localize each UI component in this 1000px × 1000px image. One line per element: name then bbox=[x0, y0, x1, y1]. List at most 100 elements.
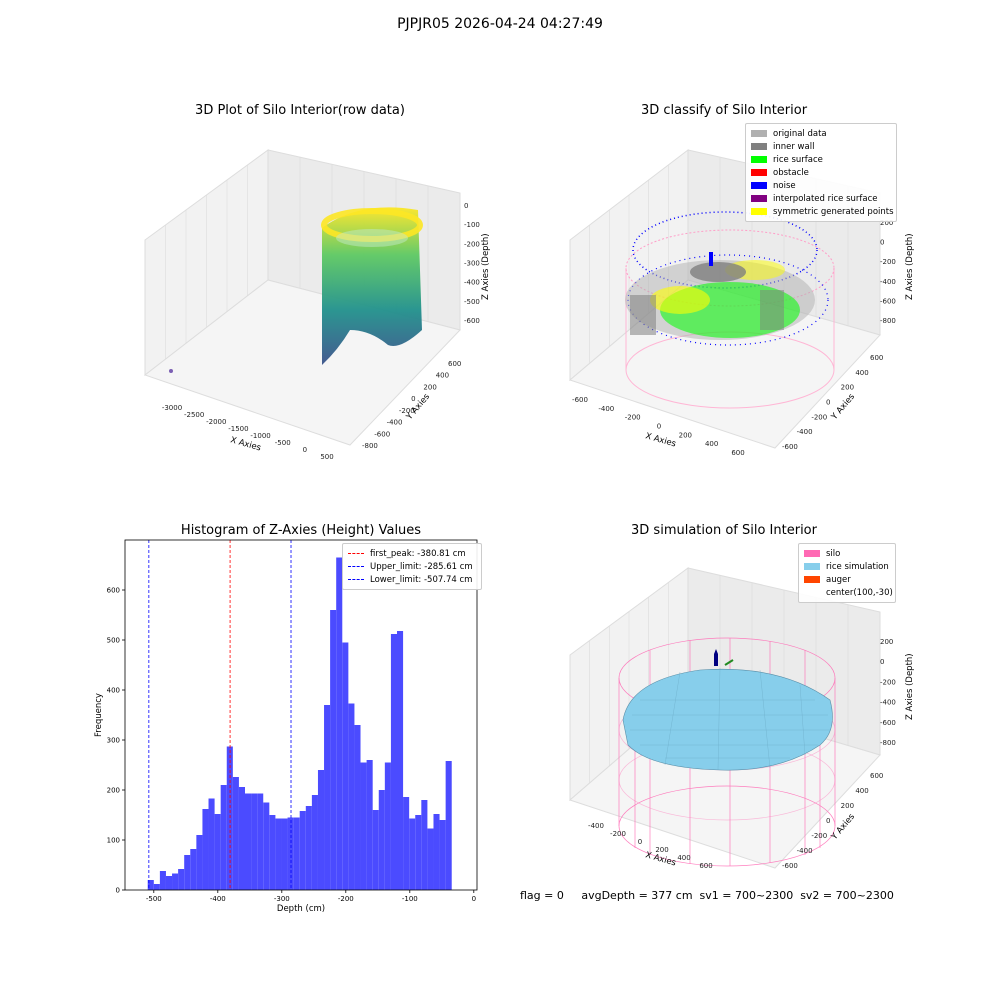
legend-label: rice surface bbox=[773, 154, 823, 165]
histogram-bar bbox=[165, 876, 173, 890]
x-tick-label: 0 bbox=[638, 838, 642, 846]
legend-entry: rice surface bbox=[751, 153, 891, 166]
histogram-bar bbox=[317, 770, 325, 890]
y-tick-label: 0 bbox=[826, 399, 830, 407]
figure-title: PJPJR05 2026-04-24 04:27:49 bbox=[397, 16, 603, 32]
histogram-bar bbox=[196, 835, 203, 890]
histogram-bar bbox=[336, 557, 343, 890]
z-tick-label: 200 bbox=[880, 638, 893, 646]
histogram-bar bbox=[390, 634, 397, 890]
legend-entry: auger bbox=[804, 573, 890, 586]
histogram-bar bbox=[257, 793, 264, 890]
histogram-bar bbox=[378, 790, 385, 890]
histogram-bar bbox=[366, 760, 373, 890]
y-tick-label: 200 bbox=[841, 802, 854, 810]
z-tick-label: -300 bbox=[464, 260, 480, 268]
panel2-ylabel: Y Axies bbox=[829, 392, 857, 423]
y-tick-label: -200 bbox=[399, 407, 415, 415]
histogram-bar bbox=[208, 798, 215, 890]
legend-swatch bbox=[751, 156, 767, 163]
x-tick-label: -500 bbox=[275, 439, 291, 447]
histogram-bar bbox=[305, 806, 312, 890]
histogram-bar bbox=[220, 785, 227, 890]
panel1-zlabel: Z Axies (Depth) bbox=[481, 233, 491, 300]
panel3-title: Histogram of Z-Axies (Height) Values bbox=[180, 523, 422, 538]
legend-entry: original data bbox=[751, 127, 891, 140]
y-tick-label: -800 bbox=[362, 442, 378, 450]
histogram-bar bbox=[281, 818, 288, 890]
legend-entry: Lower_limit: -507.74 cm bbox=[348, 573, 476, 586]
x-tick-label: -2500 bbox=[184, 411, 204, 419]
y-tick-label: 0 bbox=[116, 887, 120, 895]
x-tick-label: -200 bbox=[625, 414, 641, 422]
histogram-bar bbox=[409, 818, 416, 890]
z-tick-label: -400 bbox=[880, 278, 896, 286]
legend-label: noise bbox=[773, 180, 796, 191]
y-tick-label: -600 bbox=[374, 430, 390, 438]
histogram-bar bbox=[397, 631, 404, 890]
x-tick-label: -1000 bbox=[250, 432, 270, 440]
y-tick-label: 200 bbox=[423, 383, 436, 391]
histogram-bar bbox=[238, 787, 245, 890]
z-tick-label: -800 bbox=[880, 739, 896, 747]
legend-entry: Upper_limit: -285.61 cm bbox=[348, 560, 476, 573]
legend-label: Upper_limit: -285.61 cm bbox=[370, 561, 473, 572]
legend-label: first_peak: -380.81 cm bbox=[370, 548, 466, 559]
histogram-ylabel: Frequency bbox=[94, 693, 104, 737]
histogram-bar bbox=[415, 815, 422, 890]
y-tick-label: 200 bbox=[841, 384, 854, 392]
y-tick-label: 400 bbox=[855, 787, 868, 795]
x-tick-label: -200 bbox=[610, 830, 626, 838]
legend-swatch bbox=[751, 130, 767, 137]
z-tick-label: -500 bbox=[464, 298, 480, 306]
y-tick-label: 0 bbox=[826, 817, 830, 825]
z-tick-label: -200 bbox=[880, 678, 896, 686]
x-tick-label: -500 bbox=[146, 895, 162, 903]
panel1-title: 3D Plot of Silo Interior(row data) bbox=[195, 103, 405, 118]
legend-swatch bbox=[751, 143, 767, 150]
footer-status: flag = 0 avgDepth = 377 cm sv1 = 700~230… bbox=[520, 889, 894, 902]
histogram-bar bbox=[311, 795, 318, 890]
histogram-bar bbox=[445, 761, 452, 890]
z-tick-label: -800 bbox=[880, 317, 896, 325]
histogram-bar bbox=[427, 828, 434, 890]
panel1-ylabel: Y Axies bbox=[404, 392, 432, 423]
histogram-bar bbox=[147, 880, 154, 890]
legend-entry: rice simulation bbox=[804, 560, 890, 573]
z-tick-label: -200 bbox=[464, 240, 480, 248]
panel4-zlabel: Z Axies (Depth) bbox=[905, 653, 915, 720]
legend-swatch bbox=[804, 563, 820, 570]
x-tick-label: -400 bbox=[210, 895, 226, 903]
legend-label: auger bbox=[826, 574, 851, 585]
z-tick-label: -600 bbox=[880, 297, 896, 305]
histogram-bars bbox=[147, 557, 452, 890]
legend-line-sample bbox=[348, 553, 364, 554]
histogram-bar bbox=[384, 762, 391, 890]
y-tick-label: -600 bbox=[782, 862, 798, 870]
x-tick-label: -600 bbox=[572, 396, 588, 404]
panel4-data-points bbox=[618, 637, 836, 867]
x-tick-label: -300 bbox=[274, 895, 290, 903]
y-tick-label: -600 bbox=[782, 443, 798, 451]
x-tick-label: 600 bbox=[699, 862, 712, 870]
panel1-data-points bbox=[169, 207, 423, 373]
x-tick-label: 200 bbox=[679, 431, 692, 439]
legend-entry: center(100,-30) bbox=[804, 586, 893, 599]
x-tick-label: 0 bbox=[472, 895, 476, 903]
x-tick-label: -2000 bbox=[206, 418, 226, 426]
histogram-bar bbox=[348, 703, 355, 890]
histogram-bar bbox=[342, 642, 349, 890]
z-tick-label: -600 bbox=[464, 317, 480, 325]
panel4-xlabel: X Axies bbox=[644, 850, 677, 868]
histogram-bar bbox=[153, 884, 160, 890]
legend-label: symmetric generated points bbox=[773, 206, 894, 217]
x-tick-label: 500 bbox=[320, 453, 333, 461]
legend-swatch bbox=[751, 208, 767, 215]
histogram-bar bbox=[372, 810, 379, 890]
histogram-bar bbox=[299, 811, 306, 890]
y-tick-label: -400 bbox=[797, 847, 813, 855]
histogram-bar bbox=[226, 746, 233, 890]
y-tick-label: 100 bbox=[107, 837, 120, 845]
histogram-bar bbox=[293, 817, 300, 890]
y-tick-label: 400 bbox=[855, 369, 868, 377]
